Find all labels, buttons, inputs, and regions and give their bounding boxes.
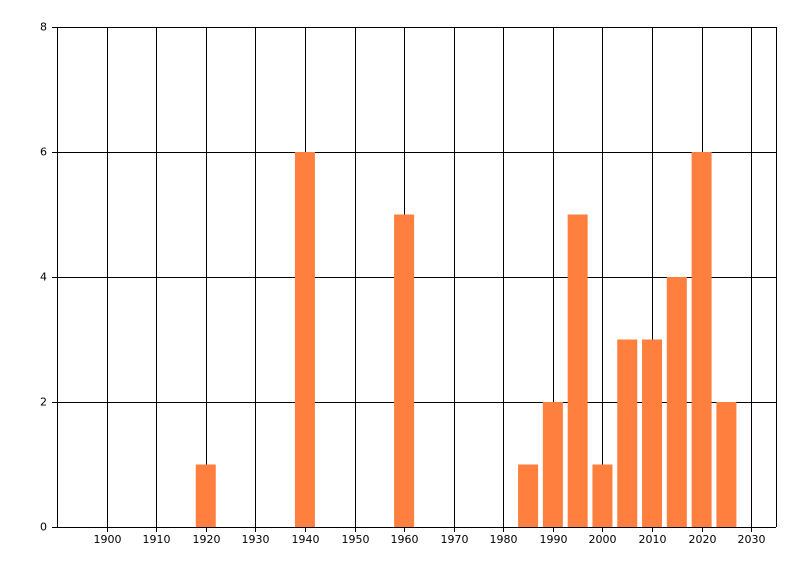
y-tick-label: 0 bbox=[40, 521, 47, 534]
x-tick-label: 1900 bbox=[94, 533, 122, 546]
bar bbox=[691, 152, 712, 527]
x-tick-label: 2020 bbox=[689, 533, 717, 546]
bar bbox=[716, 402, 737, 527]
x-tick-label: 2000 bbox=[589, 533, 617, 546]
bar bbox=[518, 464, 539, 527]
x-tick-label: 1930 bbox=[242, 533, 270, 546]
x-tick-label: 1920 bbox=[193, 533, 221, 546]
y-tick-label: 6 bbox=[40, 146, 47, 159]
bar bbox=[567, 214, 588, 527]
x-tick-label: 1990 bbox=[540, 533, 568, 546]
x-tick-label: 2030 bbox=[738, 533, 766, 546]
x-tick-label: 1980 bbox=[490, 533, 518, 546]
x-tick-label: 1910 bbox=[143, 533, 171, 546]
y-tick-label: 4 bbox=[40, 271, 47, 284]
y-tick-label: 2 bbox=[40, 396, 47, 409]
bar bbox=[666, 277, 687, 527]
bar bbox=[394, 214, 415, 527]
y-tick-label: 8 bbox=[40, 21, 47, 34]
bar bbox=[642, 339, 663, 527]
x-tick-label: 2010 bbox=[639, 533, 667, 546]
x-tick-label: 1970 bbox=[441, 533, 469, 546]
bar bbox=[195, 464, 216, 527]
x-tick-label: 1940 bbox=[292, 533, 320, 546]
x-tick-label: 1960 bbox=[391, 533, 419, 546]
bar bbox=[592, 464, 613, 527]
bar bbox=[542, 402, 563, 527]
bar bbox=[617, 339, 638, 527]
x-tick-label: 1950 bbox=[342, 533, 370, 546]
bar bbox=[294, 152, 315, 527]
